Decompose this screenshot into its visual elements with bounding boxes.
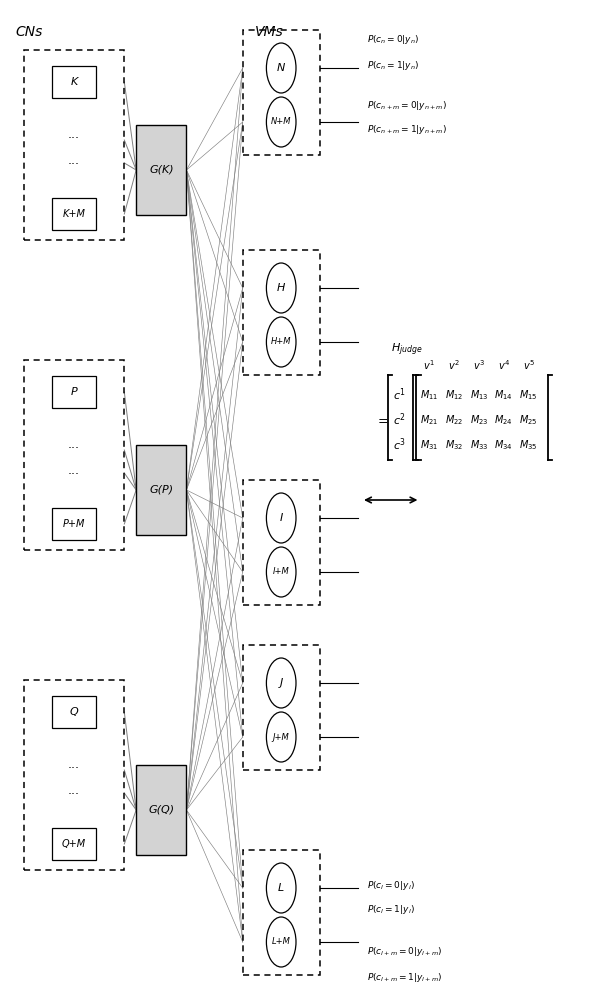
Text: $P(c_l=1|y_l)$: $P(c_l=1|y_l)$ xyxy=(367,904,415,916)
Text: $M_{14}$: $M_{14}$ xyxy=(494,388,513,402)
Text: $M_{15}$: $M_{15}$ xyxy=(519,388,538,402)
Text: $=$: $=$ xyxy=(375,413,389,426)
Text: ...: ... xyxy=(276,694,287,704)
Text: $P(c_{n+m}=1|y_{n+m})$: $P(c_{n+m}=1|y_{n+m})$ xyxy=(367,123,447,136)
Text: ...: ... xyxy=(276,552,287,562)
Text: $M_{13}$: $M_{13}$ xyxy=(469,388,488,402)
Text: ...: ... xyxy=(68,464,80,477)
Text: $P(c_{l+m}=1|y_{l+m})$: $P(c_{l+m}=1|y_{l+m})$ xyxy=(367,970,443,984)
Text: N: N xyxy=(277,63,285,73)
Text: P: P xyxy=(70,387,78,397)
Circle shape xyxy=(266,712,296,762)
Text: ...: ... xyxy=(276,530,287,540)
Text: H+M: H+M xyxy=(271,338,291,347)
Text: P+M: P+M xyxy=(63,519,85,529)
Text: $M_{35}$: $M_{35}$ xyxy=(519,438,538,452)
Text: $v^5$: $v^5$ xyxy=(523,358,535,372)
Circle shape xyxy=(266,658,296,708)
Polygon shape xyxy=(52,198,96,230)
Text: Q: Q xyxy=(70,707,78,717)
Text: ...: ... xyxy=(68,128,80,141)
Text: K+M: K+M xyxy=(63,209,85,219)
Text: $M_{31}$: $M_{31}$ xyxy=(420,438,439,452)
Text: $M_{12}$: $M_{12}$ xyxy=(445,388,463,402)
Text: ...: ... xyxy=(276,322,287,332)
Circle shape xyxy=(266,97,296,147)
Text: H: H xyxy=(277,283,285,293)
Text: G(Q): G(Q) xyxy=(148,805,175,815)
Text: $P(c_l=0|y_l)$: $P(c_l=0|y_l)$ xyxy=(367,879,415,892)
Text: L+M: L+M xyxy=(272,938,291,946)
Text: ...: ... xyxy=(68,758,80,772)
Text: J+M: J+M xyxy=(273,732,289,742)
Text: I+M: I+M xyxy=(273,567,289,576)
Text: ...: ... xyxy=(68,153,80,166)
Text: ...: ... xyxy=(68,438,80,452)
Text: $M_{24}$: $M_{24}$ xyxy=(494,413,513,427)
Text: K: K xyxy=(70,77,78,87)
Text: ...: ... xyxy=(276,922,287,932)
Text: ...: ... xyxy=(276,300,287,310)
Text: G(P): G(P) xyxy=(149,485,173,495)
Polygon shape xyxy=(52,828,96,860)
Text: ...: ... xyxy=(276,900,287,910)
Polygon shape xyxy=(52,508,96,540)
Polygon shape xyxy=(52,696,96,728)
Text: ...: ... xyxy=(276,80,287,90)
Text: Q+M: Q+M xyxy=(62,839,86,849)
Text: $v^1$: $v^1$ xyxy=(423,358,435,372)
Circle shape xyxy=(266,547,296,597)
Text: ...: ... xyxy=(276,103,287,112)
Polygon shape xyxy=(136,125,186,215)
Circle shape xyxy=(266,263,296,313)
Text: I: I xyxy=(279,513,283,523)
Text: $M_{25}$: $M_{25}$ xyxy=(519,413,538,427)
Circle shape xyxy=(266,493,296,543)
Text: $M_{21}$: $M_{21}$ xyxy=(420,413,439,427)
Polygon shape xyxy=(136,765,186,855)
Text: L: L xyxy=(278,883,284,893)
Text: $M_{22}$: $M_{22}$ xyxy=(445,413,463,427)
Text: $P(c_n=1|y_n)$: $P(c_n=1|y_n)$ xyxy=(367,58,419,72)
Text: $P(c_{l+m}=0|y_{l+m})$: $P(c_{l+m}=0|y_{l+m})$ xyxy=(367,946,443,958)
Text: N+M: N+M xyxy=(271,117,291,126)
Circle shape xyxy=(266,43,296,93)
Text: G(K): G(K) xyxy=(149,165,173,175)
Text: $M_{34}$: $M_{34}$ xyxy=(494,438,513,452)
Text: $P(c_n=0|y_n)$: $P(c_n=0|y_n)$ xyxy=(367,33,419,46)
Text: $M_{23}$: $M_{23}$ xyxy=(469,413,488,427)
Text: $c^3$: $c^3$ xyxy=(393,437,406,453)
Circle shape xyxy=(266,917,296,967)
Text: $v^4$: $v^4$ xyxy=(498,358,510,372)
Text: $c^2$: $c^2$ xyxy=(393,412,406,428)
Polygon shape xyxy=(136,445,186,535)
Text: $M_{11}$: $M_{11}$ xyxy=(420,388,439,402)
Circle shape xyxy=(266,317,296,367)
Text: ...: ... xyxy=(68,784,80,796)
Text: $v^2$: $v^2$ xyxy=(448,358,460,372)
Text: $v^3$: $v^3$ xyxy=(473,358,485,372)
Text: $H_{judge}$: $H_{judge}$ xyxy=(391,342,423,358)
Text: $P(c_{n+m}=0|y_{n+m})$: $P(c_{n+m}=0|y_{n+m})$ xyxy=(367,99,447,111)
Circle shape xyxy=(266,863,296,913)
Text: $c^1$: $c^1$ xyxy=(393,387,406,403)
Text: CNs: CNs xyxy=(16,25,43,39)
Polygon shape xyxy=(52,376,96,408)
Text: $M_{32}$: $M_{32}$ xyxy=(445,438,463,452)
Text: ...: ... xyxy=(276,718,287,728)
Text: VMs: VMs xyxy=(255,25,284,39)
Text: $M_{33}$: $M_{33}$ xyxy=(469,438,488,452)
Polygon shape xyxy=(52,66,96,98)
Text: J: J xyxy=(279,678,283,688)
